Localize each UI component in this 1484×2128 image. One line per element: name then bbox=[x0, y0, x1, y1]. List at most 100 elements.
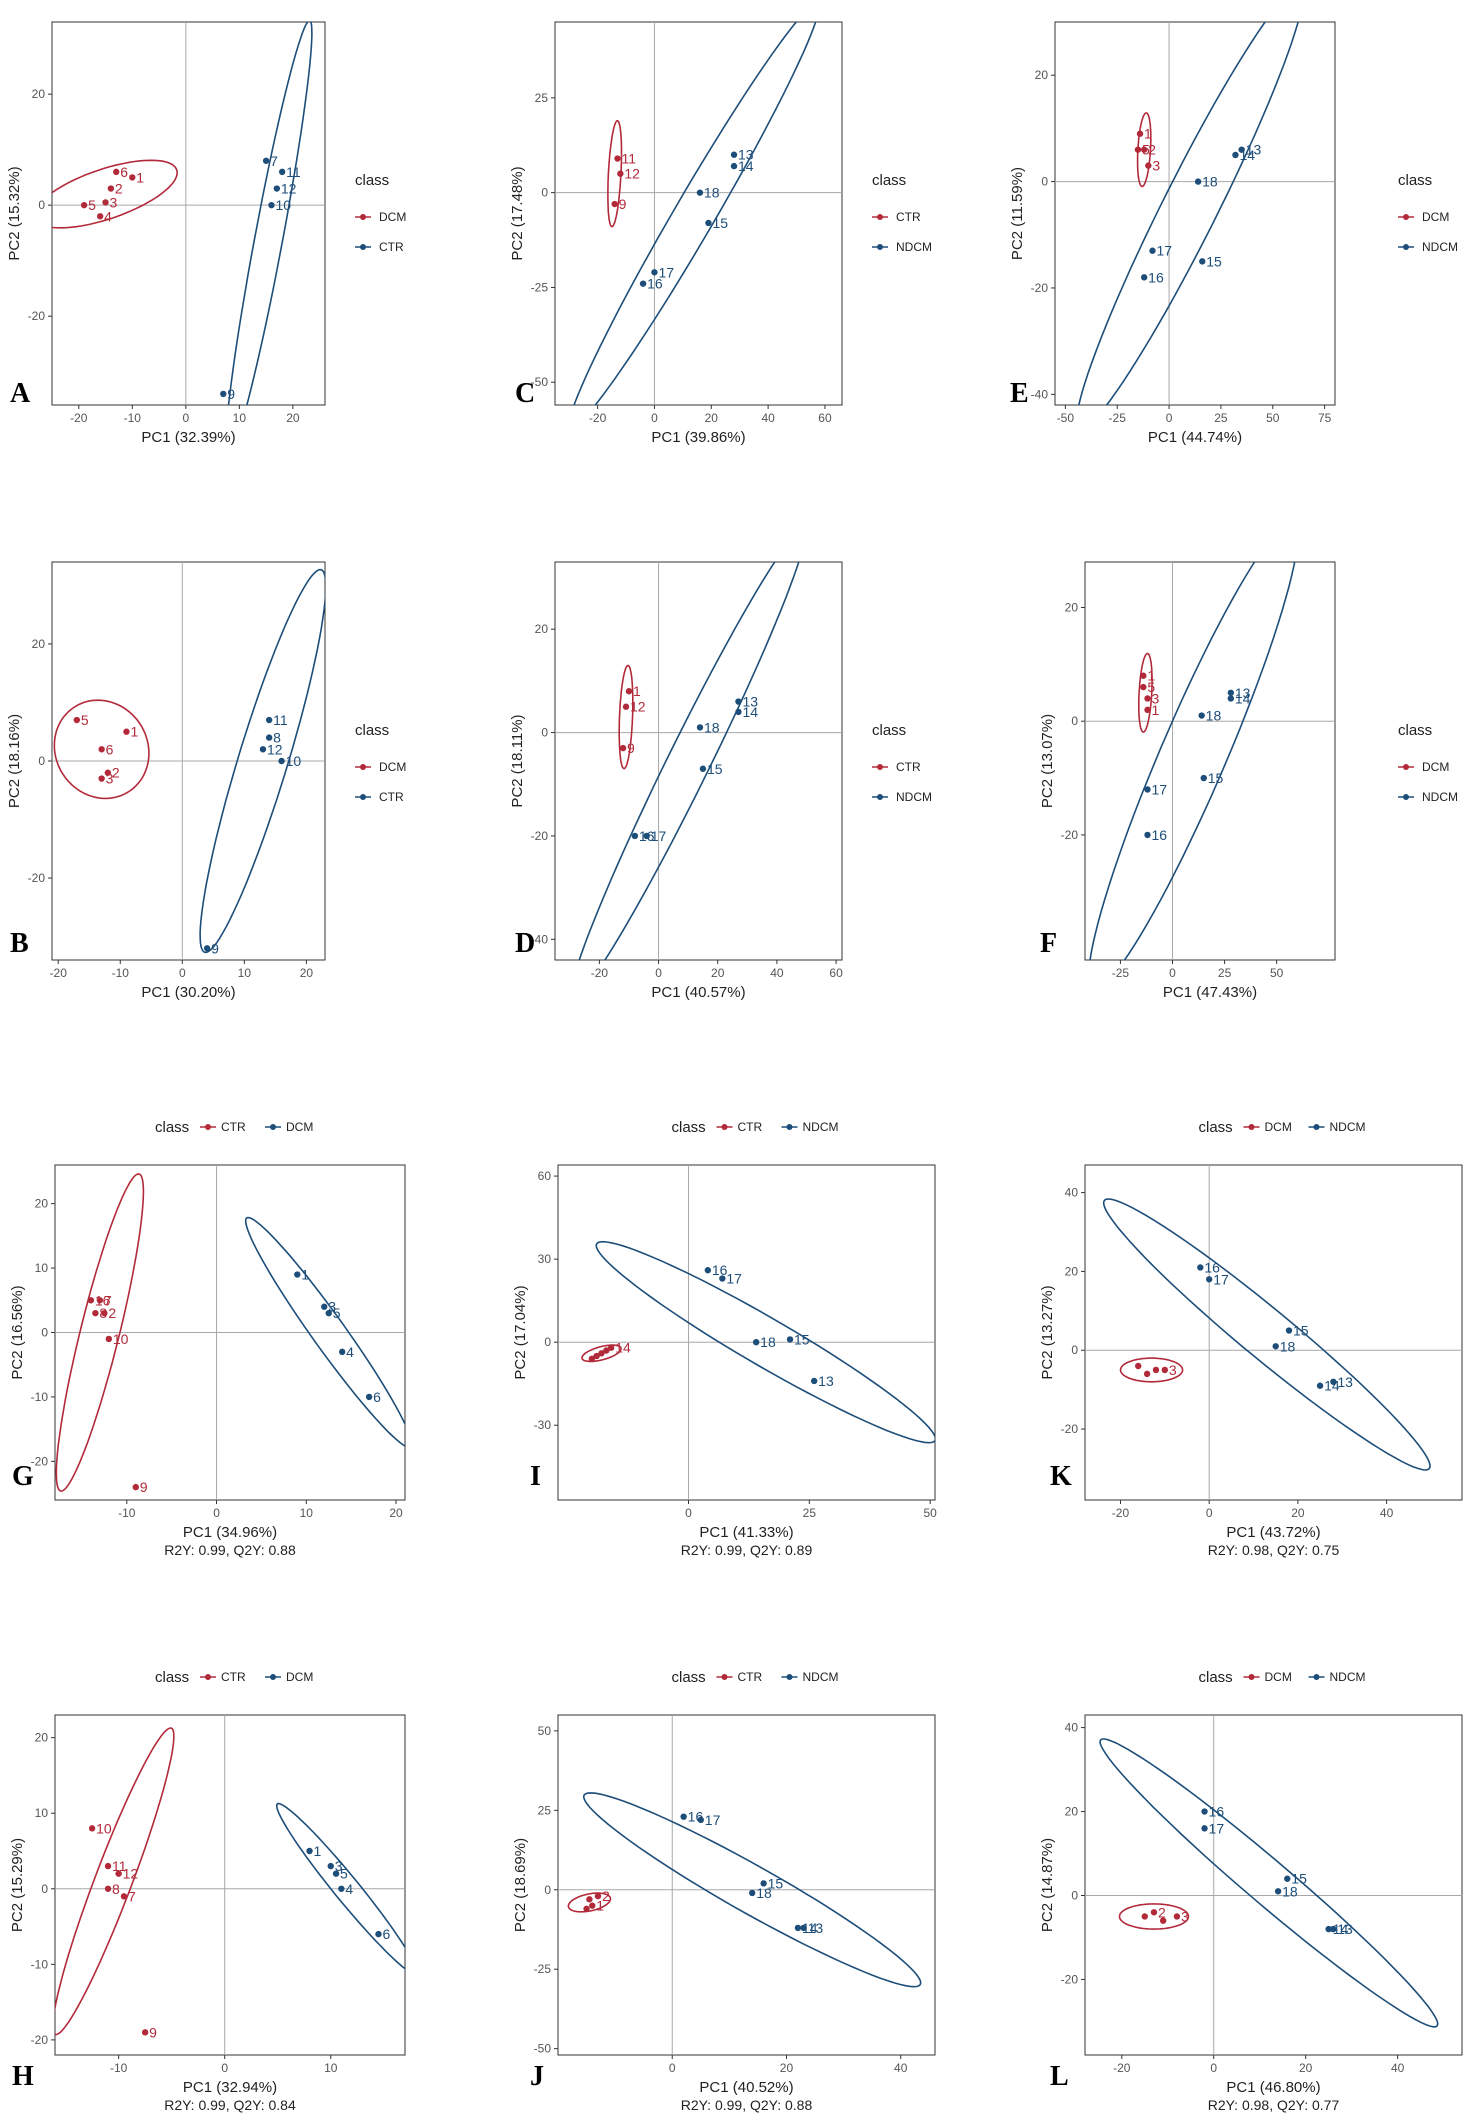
plot-frame bbox=[51, 21, 326, 406]
legend-key-dot bbox=[1403, 794, 1409, 800]
legend: class DCM NDCM bbox=[1398, 722, 1458, 804]
point-label: 16 bbox=[639, 828, 655, 844]
data-point bbox=[268, 201, 275, 209]
data-point bbox=[220, 390, 227, 398]
data-point bbox=[696, 724, 704, 731]
point-label: 2 bbox=[602, 1888, 610, 1904]
x-tick-label: -20 bbox=[1113, 2061, 1131, 2075]
data-point bbox=[589, 1902, 596, 1909]
data-point bbox=[697, 1816, 705, 1824]
data-point bbox=[1199, 258, 1206, 265]
confidence-ellipse bbox=[1138, 652, 1153, 733]
y-tick-label: -10 bbox=[31, 1390, 49, 1404]
point-label: 8 bbox=[99, 1305, 107, 1321]
data-point bbox=[1274, 1888, 1282, 1895]
data-point bbox=[262, 157, 270, 164]
x-tick-label: 20 bbox=[705, 411, 719, 425]
point-label: 2 bbox=[1158, 1904, 1166, 1920]
point-label: 12 bbox=[624, 166, 640, 182]
data-point bbox=[1201, 1825, 1208, 1832]
data-point bbox=[1173, 1913, 1181, 1920]
legend-entry: NDCM bbox=[896, 790, 932, 804]
legend-key-dot bbox=[786, 1124, 793, 1130]
x-tick-label: 75 bbox=[1318, 411, 1332, 425]
legend-title: class bbox=[672, 1119, 706, 1136]
data-point bbox=[107, 185, 115, 192]
y-tick-label: -30 bbox=[534, 1418, 552, 1432]
legend-key-dot bbox=[1248, 1124, 1255, 1130]
y-tick-label: -25 bbox=[531, 280, 549, 294]
point-label: 11 bbox=[112, 1858, 127, 1874]
x-tick-label: 40 bbox=[1391, 2061, 1405, 2075]
legend: class CTR NDCM bbox=[672, 1669, 839, 1686]
data-point bbox=[594, 1892, 602, 1900]
data-point bbox=[294, 1271, 301, 1278]
point-label: 16 bbox=[647, 276, 663, 292]
y-tick-label: 40 bbox=[1065, 1186, 1079, 1200]
data-point bbox=[101, 1309, 108, 1317]
data-point bbox=[1316, 1382, 1324, 1389]
legend-key-dot bbox=[360, 764, 366, 770]
legend-entry: CTR bbox=[379, 240, 404, 254]
x-tick-label: 40 bbox=[894, 2061, 908, 2075]
point-label: 18 bbox=[760, 1334, 776, 1350]
y-axis-label: PC2 (17.48%) bbox=[509, 166, 526, 260]
x-tick-label: 0 bbox=[179, 966, 186, 980]
x-tick-label: -10 bbox=[112, 966, 130, 980]
confidence-ellipse bbox=[618, 664, 634, 770]
x-tick-label: 0 bbox=[651, 411, 658, 425]
x-axis-label: PC1 (32.39%) bbox=[141, 429, 235, 446]
panel-label: L bbox=[1050, 2061, 1069, 2092]
point-label: 9 bbox=[140, 1479, 148, 1495]
plot-frame bbox=[554, 21, 843, 406]
point-label: 10 bbox=[275, 197, 291, 213]
x-tick-label: 20 bbox=[389, 1506, 403, 1520]
panel-label: G bbox=[12, 1461, 34, 1492]
point-label: 14 bbox=[802, 1920, 818, 1936]
data-point bbox=[1144, 695, 1151, 702]
x-tick-label: 10 bbox=[238, 966, 252, 980]
y-tick-label: 0 bbox=[1071, 1888, 1078, 1902]
x-tick-label: 20 bbox=[780, 2061, 794, 2075]
x-axis-label: PC1 (46.80%) bbox=[1226, 2079, 1320, 2096]
model-stats: R2Y: 0.98, Q2Y: 0.77 bbox=[1208, 2097, 1340, 2113]
y-tick-label: 0 bbox=[41, 1882, 48, 1896]
x-tick-label: -10 bbox=[110, 2061, 128, 2075]
x-tick-label: 60 bbox=[818, 411, 832, 425]
x-tick-label: 20 bbox=[711, 966, 725, 980]
data-point bbox=[278, 168, 286, 176]
y-axis-label: PC2 (18.16%) bbox=[6, 714, 23, 808]
legend-key-dot bbox=[1403, 244, 1409, 250]
legend-entry: CTR bbox=[221, 1670, 246, 1684]
legend-entry: CTR bbox=[379, 790, 404, 804]
data-point bbox=[113, 168, 120, 176]
x-tick-label: 50 bbox=[923, 1506, 937, 1520]
legend-title: class bbox=[1199, 1669, 1233, 1686]
point-label: 9 bbox=[211, 940, 219, 956]
plot-frame bbox=[1084, 561, 1336, 961]
point-label: 13 bbox=[738, 147, 754, 163]
y-tick-label: -40 bbox=[531, 932, 549, 946]
legend-entry: DCM bbox=[379, 210, 406, 224]
point-label: 17 bbox=[651, 828, 667, 844]
legend-key-dot bbox=[1403, 764, 1409, 770]
point-label: 17 bbox=[1152, 781, 1168, 797]
point-label: 10 bbox=[113, 1331, 129, 1347]
data-point bbox=[1134, 146, 1142, 153]
data-point bbox=[1194, 178, 1202, 185]
y-tick-label: 0 bbox=[1071, 1343, 1078, 1357]
data-point bbox=[120, 1893, 128, 1900]
legend-title: class bbox=[355, 172, 389, 189]
x-tick-label: -10 bbox=[118, 1506, 136, 1520]
legend-key-dot bbox=[205, 1674, 211, 1680]
data-point bbox=[607, 1344, 615, 1351]
model-stats: R2Y: 0.99, Q2Y: 0.88 bbox=[164, 1542, 296, 1558]
data-point bbox=[1144, 786, 1151, 793]
confidence-ellipse bbox=[53, 699, 150, 800]
